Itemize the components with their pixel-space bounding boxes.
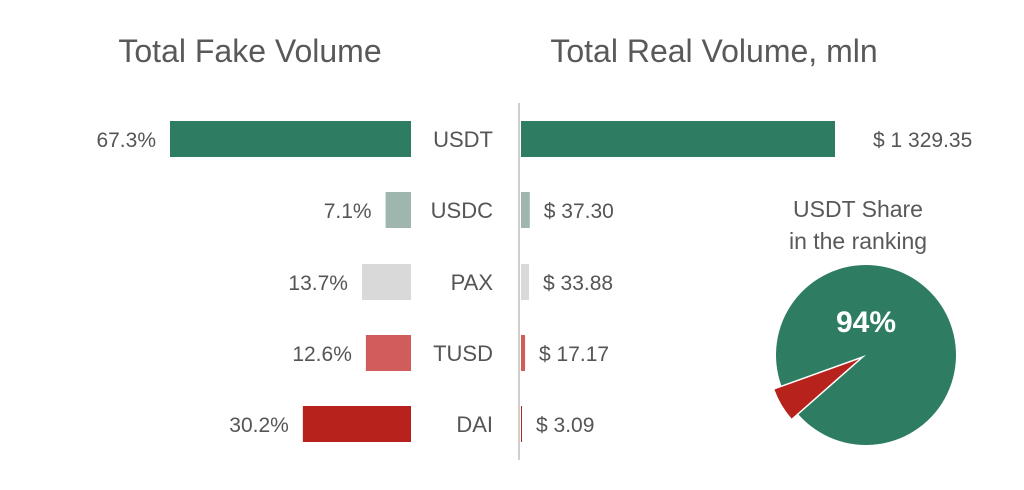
- real-volume-bars: $ 1 329.35 $ 37.30 $ 33.88 $ 17.17 $ 3.09: [521, 121, 972, 442]
- pie-title-line-2: in the ranking: [789, 228, 927, 254]
- category-label-dai: DAI: [456, 412, 493, 437]
- real-value-label-pax: $ 33.88: [543, 272, 613, 295]
- real-bar-usdc: [521, 192, 530, 228]
- fake-bar-pax: [361, 264, 411, 300]
- pie-slice-other: [774, 359, 860, 419]
- fake-bar-usdt: [170, 121, 411, 157]
- fake-bar-tusd: [365, 335, 411, 371]
- category-label-pax: PAX: [451, 270, 494, 295]
- usdt-share-pie: USDT Share in the ranking 94%: [774, 196, 957, 446]
- pie-title-line-1: USDT Share: [793, 196, 923, 222]
- fake-value-label-pax: 13.7%: [288, 272, 348, 295]
- fake-value-label-dai: 30.2%: [229, 414, 289, 437]
- fake-volume-title: Total Fake Volume: [118, 33, 381, 69]
- real-bar-dai: [521, 406, 522, 442]
- real-value-label-dai: $ 3.09: [536, 414, 594, 437]
- pie-slice-usdt: [776, 265, 957, 446]
- fake-value-label-usdc: 7.1%: [324, 200, 372, 223]
- fake-volume-bars: 67.3% 7.1% 13.7% 12.6% 30.2%: [96, 121, 411, 442]
- fake-value-label-usdt: 67.3%: [96, 129, 156, 152]
- real-value-label-usdc: $ 37.30: [544, 200, 614, 223]
- category-label-tusd: TUSD: [433, 341, 493, 366]
- fake-bar-dai: [302, 406, 411, 442]
- category-label-usdt: USDT: [433, 127, 493, 152]
- pie-share-label: 94%: [836, 306, 896, 339]
- real-bar-pax: [521, 264, 530, 300]
- fake-value-label-tusd: 12.6%: [292, 343, 352, 366]
- category-labels: USDT USDC PAX TUSD DAI: [431, 127, 494, 437]
- real-bar-tusd: [521, 335, 526, 371]
- category-label-usdc: USDC: [431, 198, 493, 223]
- real-bar-usdt: [521, 121, 835, 157]
- real-volume-title: Total Real Volume, mln: [550, 33, 877, 69]
- real-value-label-tusd: $ 17.17: [539, 343, 609, 366]
- real-value-label-usdt: $ 1 329.35: [873, 129, 972, 152]
- fake-bar-usdc: [385, 192, 411, 228]
